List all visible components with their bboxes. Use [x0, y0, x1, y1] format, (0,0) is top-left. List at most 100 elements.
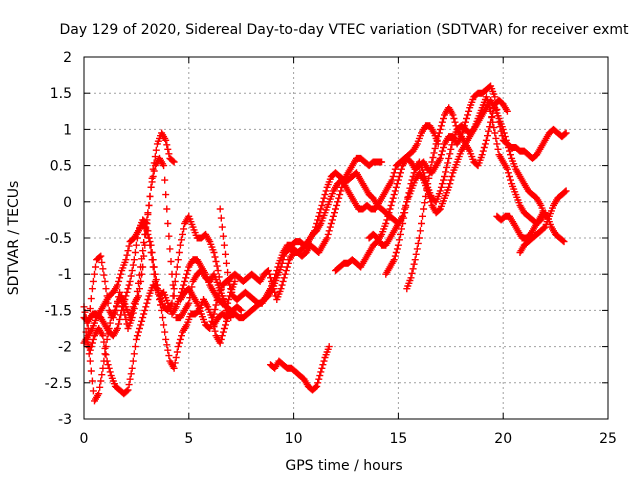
data-point [393, 180, 401, 188]
data-point [324, 230, 332, 238]
y-tick-label: 1 [63, 122, 72, 138]
data-point [421, 173, 429, 180]
data-point [278, 259, 286, 267]
data-point [217, 335, 225, 343]
data-point [118, 306, 126, 314]
data-point [137, 263, 145, 271]
data-point [421, 199, 429, 207]
data-point [334, 198, 342, 206]
data-point [140, 310, 148, 318]
data-point [562, 129, 570, 137]
data-point [184, 267, 192, 275]
data-point [127, 370, 135, 378]
data-point [507, 151, 514, 159]
data-point [220, 241, 228, 249]
data-point [152, 281, 160, 289]
data-point [280, 274, 288, 282]
data-point [213, 296, 221, 304]
data-point [504, 144, 512, 151]
data-point [215, 273, 223, 281]
data-point [170, 285, 178, 293]
data-point [329, 212, 337, 220]
data-point [392, 249, 400, 256]
data-point [406, 184, 414, 192]
data-point [420, 205, 428, 213]
data-point [507, 176, 514, 184]
data-point [437, 122, 445, 130]
data-point [398, 165, 405, 173]
data-layer [80, 82, 570, 405]
data-point [436, 187, 444, 195]
data-point [485, 100, 492, 108]
data-point [402, 203, 410, 211]
data-point [436, 125, 444, 133]
data-point [418, 220, 425, 227]
data-point [123, 288, 131, 296]
data-point [160, 321, 168, 329]
data-point [123, 251, 131, 259]
data-point [442, 168, 450, 176]
data-point [413, 245, 421, 253]
data-point [487, 118, 495, 126]
data-point [152, 146, 160, 154]
y-axis-label: SDTVAR / TECUs [6, 181, 22, 296]
data-point [325, 343, 333, 351]
data-point [212, 258, 220, 265]
data-point [95, 390, 103, 398]
data-point [166, 245, 174, 253]
data-point [135, 328, 142, 336]
data-point [336, 191, 344, 199]
data-point [317, 205, 325, 213]
data-point [503, 140, 511, 148]
series-arc-m [403, 96, 511, 293]
y-tick-label: -3 [58, 412, 72, 428]
data-point [174, 343, 182, 351]
data-point [111, 306, 119, 314]
data-point [312, 383, 320, 391]
data-point [499, 125, 507, 133]
x-axis-label: GPS time / hours [285, 458, 402, 474]
data-point [96, 253, 104, 261]
data-point [316, 372, 324, 380]
data-point [114, 281, 121, 289]
data-point [395, 173, 403, 180]
data-point [424, 180, 432, 188]
data-point [337, 187, 345, 195]
data-point [169, 281, 177, 289]
data-point [164, 346, 172, 354]
data-point [158, 306, 166, 314]
data-point [486, 104, 494, 112]
data-point [172, 354, 180, 361]
data-point [161, 176, 169, 184]
data-point [163, 341, 171, 349]
data-point [115, 277, 123, 285]
data-point [219, 232, 227, 240]
data-point [279, 277, 287, 285]
data-point [133, 234, 141, 242]
data-point [165, 232, 173, 240]
data-point [328, 216, 336, 224]
data-point [144, 227, 152, 235]
data-point [397, 169, 404, 177]
data-point [318, 364, 326, 372]
data-point [408, 176, 416, 184]
data-point [438, 147, 446, 155]
data-point [211, 253, 219, 261]
data-point [130, 305, 138, 313]
data-point [138, 317, 146, 325]
data-point [449, 111, 457, 119]
data-point [224, 299, 232, 307]
data-point [491, 129, 499, 137]
data-point [165, 352, 173, 360]
data-point [145, 234, 153, 242]
data-point [128, 314, 136, 322]
data-point [327, 220, 335, 227]
data-point [440, 176, 447, 184]
data-point [185, 299, 193, 307]
data-point [434, 133, 442, 141]
y-tick-label: 0.5 [50, 159, 72, 175]
data-point [488, 114, 496, 122]
data-point [280, 252, 288, 260]
data-point [130, 256, 138, 264]
